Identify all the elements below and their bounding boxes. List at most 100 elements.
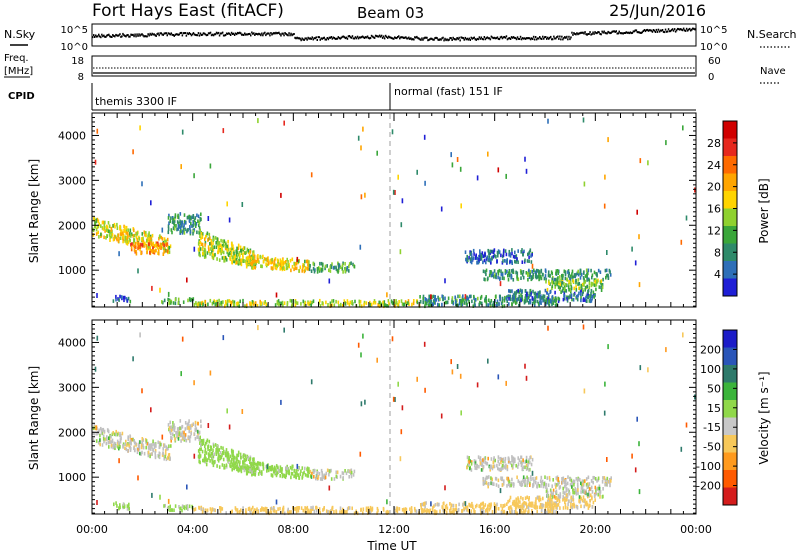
scatter-cell (147, 233, 150, 237)
noise-point (264, 31, 266, 34)
scatter-cell (181, 430, 184, 435)
noise-point (283, 34, 285, 37)
scatter-cell (594, 477, 597, 481)
scatter-cell (540, 505, 542, 509)
scatter-cell (536, 292, 538, 297)
noise-point (434, 37, 436, 40)
scatter-cell (590, 299, 593, 303)
scatter-cell (561, 280, 564, 285)
scatter-cell (228, 299, 231, 303)
scatter-cell (568, 287, 570, 292)
scatter-cell (139, 451, 141, 456)
scatter-cell (631, 453, 633, 459)
scatter-cell (530, 503, 532, 508)
noise-point (614, 30, 616, 33)
scatter-cell (396, 509, 399, 514)
scatter-cell (482, 464, 485, 469)
scatter-cell (600, 279, 603, 283)
scatter-cell (576, 271, 579, 276)
noise-point (490, 35, 493, 38)
scatter-cell (158, 442, 161, 446)
scatter-cell (569, 477, 572, 481)
noise-point (320, 37, 322, 40)
scatter-cell (129, 434, 131, 438)
scatter-cell (473, 508, 475, 512)
scatter-cell (533, 303, 536, 308)
noise-point (371, 35, 374, 38)
scatter-cell (437, 295, 439, 300)
scatter-cell (92, 426, 95, 431)
scatter-cell (575, 280, 577, 285)
noise-point (630, 32, 633, 35)
scatter-cell (560, 281, 563, 285)
scatter-cell (399, 456, 402, 462)
scatter-cell (159, 245, 162, 249)
scatter-cell (378, 304, 381, 308)
scatter-cell (395, 299, 397, 303)
noise-point (365, 36, 368, 39)
noise-point (401, 36, 403, 39)
scatter-cell (445, 510, 448, 515)
scatter-cell (359, 244, 362, 250)
scatter-cell (198, 248, 201, 252)
scatter-cell (587, 271, 589, 276)
scatter-cell (509, 259, 511, 264)
scatter-cell (122, 237, 125, 242)
scatter-cell (540, 484, 542, 488)
noise-point (609, 32, 611, 35)
scatter-cell (337, 300, 340, 305)
scatter-cell (499, 488, 502, 494)
scatter-cell (460, 302, 463, 307)
scatter-cell (537, 481, 539, 486)
noise-point (433, 38, 435, 41)
scatter-cell (226, 248, 229, 252)
scatter-cell (111, 432, 114, 437)
scatter-cell (608, 478, 611, 482)
noise-point (494, 37, 497, 40)
scatter-cell (201, 449, 204, 454)
scatter-cell (133, 239, 135, 244)
scatter-cell (219, 451, 222, 455)
scatter-cell (492, 301, 495, 305)
noise-point (103, 34, 105, 37)
noise-point (514, 37, 517, 40)
noise-point (461, 36, 463, 39)
scatter-cell (96, 500, 98, 505)
scatter-cell (524, 460, 526, 464)
scatter-cell (470, 504, 472, 508)
scatter-cell (474, 461, 477, 465)
scatter-cell (249, 508, 251, 513)
scatter-cell (535, 476, 538, 480)
scatter-cell (606, 483, 608, 487)
scatter-cell (364, 399, 366, 405)
scatter-cell (168, 213, 170, 218)
scatter-cell (198, 230, 200, 235)
scatter-cell (552, 298, 554, 302)
scatter-cell (145, 439, 148, 443)
scatter-cell (493, 250, 495, 255)
scatter-cell (438, 303, 440, 307)
scatter-cell (168, 301, 170, 306)
noise-point (603, 30, 605, 33)
scatter-cell (398, 300, 400, 304)
scatter-cell (286, 464, 288, 469)
scatter-cell (526, 293, 528, 298)
noise-point (579, 32, 581, 35)
scatter-cell (95, 439, 98, 443)
scatter-cell (575, 504, 578, 509)
scatter-cell (180, 506, 182, 511)
scatter-cell (591, 296, 593, 301)
noise-point (171, 33, 173, 36)
noise-point (285, 33, 287, 35)
scatter-cell (307, 301, 309, 306)
scatter-cell (474, 466, 476, 470)
noise-point (644, 30, 647, 33)
scatter-cell (161, 300, 163, 304)
scatter-cell (577, 488, 579, 492)
scatter-cell (194, 507, 197, 511)
scatter-cell (111, 439, 114, 443)
scatter-cell (498, 250, 501, 254)
noise-point (472, 37, 474, 40)
scatter-cell (397, 381, 399, 387)
scatter-cell (234, 506, 237, 510)
